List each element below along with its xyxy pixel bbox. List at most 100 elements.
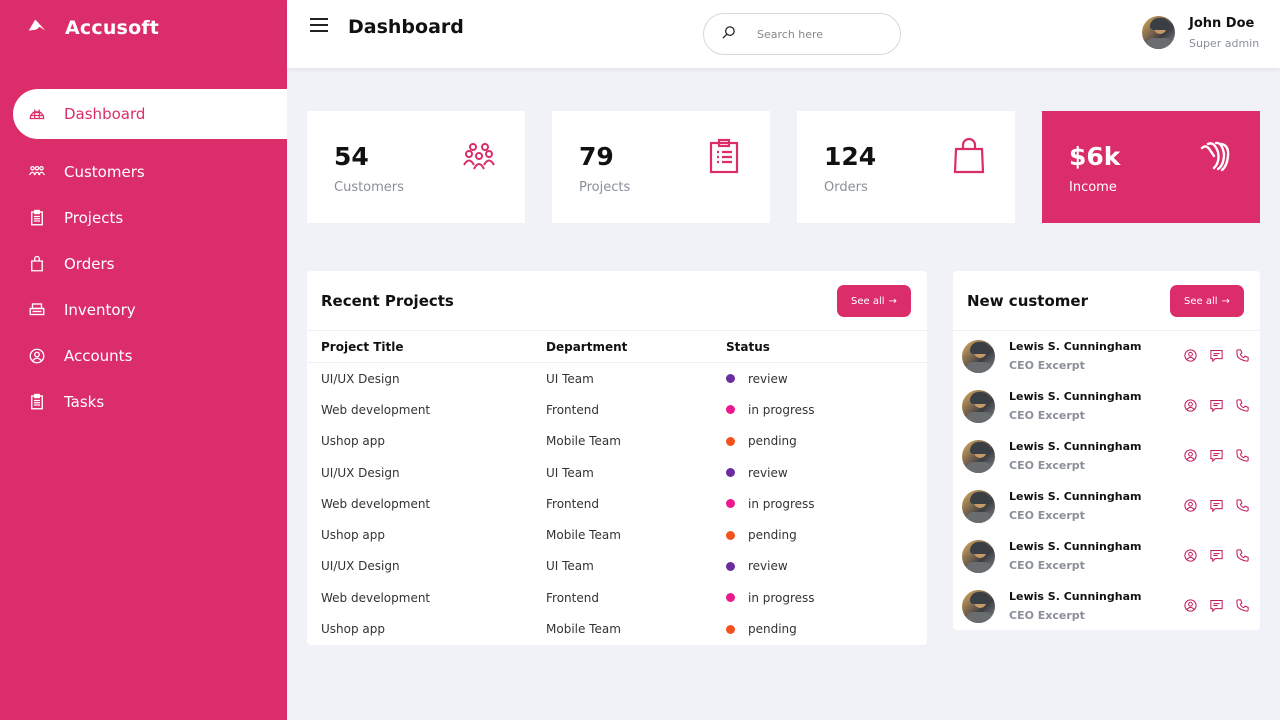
project-title: UI/UX Design xyxy=(321,371,400,386)
stat-label: Projects xyxy=(579,180,631,195)
dashboard-icon xyxy=(28,105,46,123)
table-row[interactable]: UI/UX Design UI Team review xyxy=(307,363,927,394)
column-header[interactable]: Project Title xyxy=(321,339,404,354)
status-dot-icon xyxy=(726,436,735,446)
divider xyxy=(953,330,1260,331)
status-label: review xyxy=(748,559,788,574)
see-all-customers-button[interactable]: See all → xyxy=(1170,285,1244,317)
sidebar-item-projects[interactable]: Projects xyxy=(0,195,287,241)
project-department: Mobile Team xyxy=(546,434,621,449)
list-item[interactable]: Lewis S. Cunningham CEO Excerpt xyxy=(953,581,1260,631)
message-icon[interactable] xyxy=(1209,448,1224,463)
project-department: UI Team xyxy=(546,559,594,574)
user-role: Super admin xyxy=(1189,37,1260,50)
message-icon[interactable] xyxy=(1209,598,1224,613)
avatar xyxy=(962,540,995,573)
user-name: John Doe xyxy=(1189,16,1255,31)
profile-icon[interactable] xyxy=(1183,398,1198,413)
user-menu[interactable]: John Doe Super admin xyxy=(1142,16,1259,50)
table-row[interactable]: Web development Frontend in progress xyxy=(307,582,927,613)
stat-card-customers[interactable]: 54 Customers xyxy=(307,111,525,223)
new-customer-panel: New customer See all → Lewis S. Cunningh… xyxy=(953,271,1260,630)
status-dot-icon xyxy=(726,468,735,478)
arrow-right-icon: → xyxy=(1221,295,1230,307)
project-department: Frontend xyxy=(546,590,599,605)
sidebar-item-tasks[interactable]: Tasks xyxy=(0,379,287,425)
column-header[interactable]: Department xyxy=(546,339,628,354)
profile-icon[interactable] xyxy=(1183,598,1198,613)
stat-value: 79 xyxy=(579,142,614,171)
message-icon[interactable] xyxy=(1209,498,1224,513)
table-row[interactable]: Web development Frontend in progress xyxy=(307,488,927,519)
stat-card-orders[interactable]: 124 Orders xyxy=(797,111,1015,223)
list-item[interactable]: Lewis S. Cunningham CEO Excerpt xyxy=(953,331,1260,381)
page-title: Dashboard xyxy=(348,16,464,38)
customer-role: CEO Excerpt xyxy=(1009,559,1085,572)
customer-name: Lewis S. Cunningham xyxy=(1009,490,1142,503)
sidebar-item-inventory[interactable]: Inventory xyxy=(0,287,287,333)
project-title: Web development xyxy=(321,402,431,417)
hamburger-menu-icon[interactable] xyxy=(310,18,328,36)
list-item[interactable]: Lewis S. Cunningham CEO Excerpt xyxy=(953,481,1260,531)
see-all-projects-button[interactable]: See all → xyxy=(837,285,911,317)
table-row[interactable]: UI/UX Design UI Team review xyxy=(307,457,927,488)
phone-icon[interactable] xyxy=(1235,548,1250,563)
stat-card-income[interactable]: $6k Income xyxy=(1042,111,1260,223)
table-row[interactable]: Ushop app Mobile Team pending xyxy=(307,519,927,550)
customer-role: CEO Excerpt xyxy=(1009,359,1085,372)
arrow-right-icon: → xyxy=(888,295,897,307)
brand-name: Accusoft xyxy=(65,17,160,39)
sidebar-item-customers[interactable]: Customers xyxy=(0,149,287,195)
sidebar-item-dashboard[interactable]: Dashboard xyxy=(13,89,287,139)
status-dot-icon xyxy=(726,499,735,509)
table-row[interactable]: Web development Frontend in progress xyxy=(307,394,927,425)
list-item[interactable]: Lewis S. Cunningham CEO Excerpt xyxy=(953,381,1260,431)
table-row[interactable]: Ushop app Mobile Team pending xyxy=(307,613,927,644)
stat-label: Orders xyxy=(824,180,868,195)
brand[interactable]: Accusoft xyxy=(26,14,159,42)
button-label: See all xyxy=(1184,295,1218,307)
status-label: pending xyxy=(748,528,797,543)
project-title: Ushop app xyxy=(321,434,386,449)
search-box[interactable] xyxy=(703,13,901,55)
profile-icon[interactable] xyxy=(1183,448,1198,463)
sidebar-item-label: Inventory xyxy=(64,301,136,319)
phone-icon[interactable] xyxy=(1235,398,1250,413)
customer-role: CEO Excerpt xyxy=(1009,459,1085,472)
users-icon xyxy=(461,138,497,174)
list-item[interactable]: Lewis S. Cunningham CEO Excerpt xyxy=(953,431,1260,481)
project-status: review xyxy=(726,466,788,480)
sidebar-item-orders[interactable]: Orders xyxy=(0,241,287,287)
list-item[interactable]: Lewis S. Cunningham CEO Excerpt xyxy=(953,531,1260,581)
column-header[interactable]: Status xyxy=(726,339,770,354)
profile-icon[interactable] xyxy=(1183,348,1198,363)
stat-card-projects[interactable]: 79 Projects xyxy=(552,111,770,223)
status-dot-icon xyxy=(726,561,735,571)
shopping-bag-icon xyxy=(28,255,46,273)
customer-list: Lewis S. Cunningham CEO Excerpt Lewis S. C… xyxy=(953,331,1260,631)
sidebar-item-label: Orders xyxy=(64,255,115,273)
message-icon[interactable] xyxy=(1209,348,1224,363)
phone-icon[interactable] xyxy=(1235,598,1250,613)
table-row[interactable]: UI/UX Design UI Team review xyxy=(307,551,927,582)
project-status: pending xyxy=(726,622,797,636)
profile-icon[interactable] xyxy=(1183,498,1198,513)
phone-icon[interactable] xyxy=(1235,498,1250,513)
table-row[interactable]: Ushop app Mobile Team pending xyxy=(307,426,927,457)
search-input[interactable] xyxy=(757,27,887,41)
phone-icon[interactable] xyxy=(1235,448,1250,463)
shopping-bag-icon xyxy=(951,137,987,174)
customer-name: Lewis S. Cunningham xyxy=(1009,540,1142,553)
clipboard-icon xyxy=(706,138,742,174)
message-icon[interactable] xyxy=(1209,398,1224,413)
sidebar: Accusoft Dashboard Customers Projects Or… xyxy=(0,0,287,720)
status-label: pending xyxy=(748,434,797,449)
status-dot-icon xyxy=(726,624,735,634)
phone-icon[interactable] xyxy=(1235,348,1250,363)
project-title: Ushop app xyxy=(321,622,386,637)
status-label: review xyxy=(748,371,788,386)
message-icon[interactable] xyxy=(1209,548,1224,563)
stat-value: 124 xyxy=(824,142,877,171)
sidebar-item-accounts[interactable]: Accounts xyxy=(0,333,287,379)
profile-icon[interactable] xyxy=(1183,548,1198,563)
